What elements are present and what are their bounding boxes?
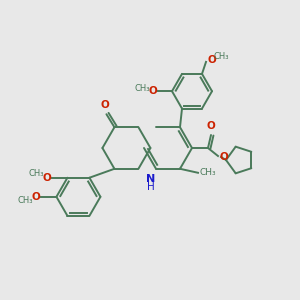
Text: O: O (148, 86, 157, 96)
Text: N: N (146, 174, 156, 184)
Text: O: O (207, 55, 216, 65)
Text: O: O (43, 173, 51, 183)
Text: CH₃: CH₃ (18, 196, 33, 205)
Text: CH₃: CH₃ (213, 52, 229, 62)
Text: CH₃: CH₃ (200, 168, 217, 177)
Text: O: O (220, 152, 229, 162)
Text: O: O (207, 121, 215, 131)
Text: O: O (32, 192, 40, 202)
Text: CH₃: CH₃ (29, 169, 44, 178)
Text: CH₃: CH₃ (134, 84, 150, 93)
Text: O: O (100, 100, 109, 110)
Text: H: H (147, 182, 155, 192)
